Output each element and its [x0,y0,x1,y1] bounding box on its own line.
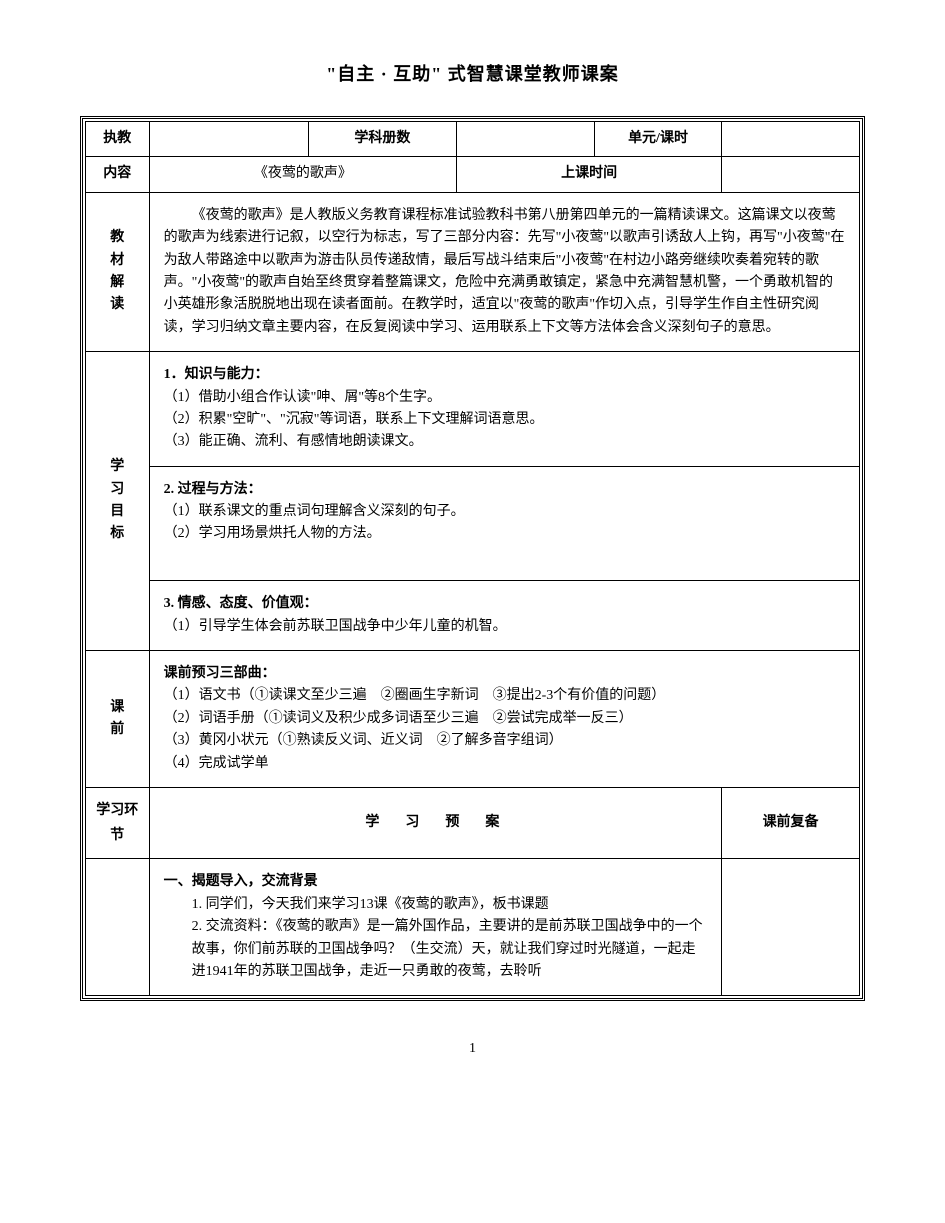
table-outer-border: 执教 学科册数 单元/课时 内容 《夜莺的歌声》 上课时间 教 材 解 读 《夜… [80,116,865,1001]
obj-sec1-title: 1．知识与能力： [164,364,845,386]
prep-header: 课前复备 [722,787,860,858]
lesson-intro-content: 一、揭题导入，交流背景 1. 同学们，今天我们来学习13课《夜莺的歌声》，板书课… [149,859,722,996]
content-value: 《夜莺的歌声》 [149,157,456,192]
obj-sec3-title: 3. 情感、态度、价值观： [164,593,845,615]
preclass-header: 课前预习三部曲： [164,663,845,685]
table-row: 教 材 解 读 《夜莺的歌声》是人教版义务教育课程标准试验教科书第八册第四单元的… [86,192,860,351]
material-analysis-label: 教 材 解 读 [86,192,150,351]
lesson-plan-table: 执教 学科册数 单元/课时 内容 《夜莺的歌声》 上课时间 教 材 解 读 《夜… [85,121,860,996]
study-link-label: 学习环节 [86,787,150,858]
preclass-item4: （4）完成试学单 [164,753,845,775]
table-row: 3. 情感、态度、价值观： （1）引导学生体会前苏联卫国战争中少年儿童的机智。 [86,581,860,651]
lesson-stage-label [86,859,150,996]
preclass-label: 课 前 [86,651,150,788]
intro-title: 一、揭题导入，交流背景 [164,871,708,893]
preclass-item3: （3）黄冈小状元（①熟读反义词、近义词 ②了解多音字组词） [164,730,845,752]
preclass-content: 课前预习三部曲： （1）语文书（①读课文至少三遍 ②圈画生字新词 ③提出2-3个… [149,651,859,788]
obj-sec1-item1: （1）借助小组合作认读"呻、屑"等8个生字。 [164,387,845,409]
objectives-section3: 3. 情感、态度、价值观： （1）引导学生体会前苏联卫国战争中少年儿童的机智。 [149,581,859,651]
preclass-item2: （2）词语手册（①读词义及积少成多词语至少三遍 ②尝试完成举一反三） [164,708,845,730]
objectives-section2: 2. 过程与方法： （1）联系课文的重点词句理解含义深刻的句子。 （2）学习用场… [149,466,859,581]
material-analysis-content: 《夜莺的歌声》是人教版义务教育课程标准试验教科书第八册第四单元的一篇精读课文。这… [149,192,859,351]
table-row: 一、揭题导入，交流背景 1. 同学们，今天我们来学习13课《夜莺的歌声》，板书课… [86,859,860,996]
objectives-section1: 1．知识与能力： （1）借助小组合作认读"呻、屑"等8个生字。 （2）积累"空旷… [149,352,859,467]
page-number: 1 [80,1041,865,1057]
time-label: 上课时间 [457,157,722,192]
table-row: 内容 《夜莺的歌声》 上课时间 [86,157,860,192]
obj-sec2-item1: （1）联系课文的重点词句理解含义深刻的句子。 [164,501,845,523]
subject-label: 学科册数 [308,122,456,157]
study-plan-header: 学 习 预 案 [149,787,722,858]
table-row: 学 习 目 标 1．知识与能力： （1）借助小组合作认读"呻、屑"等8个生字。 … [86,352,860,467]
page-title: "自主 · 互助" 式智慧课堂教师课案 [80,60,865,86]
obj-sec3-item1: （1）引导学生体会前苏联卫国战争中少年儿童的机智。 [164,616,845,638]
unit-label: 单元/课时 [594,122,721,157]
obj-sec1-item2: （2）积累"空旷"、"沉寂"等词语，联系上下文理解词语意思。 [164,409,845,431]
intro-item2: 2. 交流资料：《夜莺的歌声》是一篇外国作品，主要讲的是前苏联卫国战争中的一个故… [164,916,708,983]
obj-sec1-item3: （3）能正确、流利、有感情地朗读课文。 [164,431,845,453]
time-value [722,157,860,192]
material-text: 《夜莺的歌声》是人教版义务教育课程标准试验教科书第八册第四单元的一篇精读课文。这… [164,205,845,339]
obj-sec2-title: 2. 过程与方法： [164,479,845,501]
unit-value [722,122,860,157]
content-label: 内容 [86,157,150,192]
teacher-value [149,122,308,157]
subject-value [457,122,595,157]
obj-sec2-item2: （2）学习用场景烘托人物的方法。 [164,523,845,545]
teacher-label: 执教 [86,122,150,157]
preclass-item1: （1）语文书（①读课文至少三遍 ②圈画生字新词 ③提出2-3个有价值的问题） [164,685,845,707]
table-row: 2. 过程与方法： （1）联系课文的重点词句理解含义深刻的句子。 （2）学习用场… [86,466,860,581]
intro-item1: 1. 同学们，今天我们来学习13课《夜莺的歌声》，板书课题 [164,894,708,916]
table-row: 课 前 课前预习三部曲： （1）语文书（①读课文至少三遍 ②圈画生字新词 ③提出… [86,651,860,788]
table-row: 执教 学科册数 单元/课时 [86,122,860,157]
table-row: 学习环节 学 习 预 案 课前复备 [86,787,860,858]
prep-notes-cell [722,859,860,996]
objectives-label: 学 习 目 标 [86,352,150,651]
